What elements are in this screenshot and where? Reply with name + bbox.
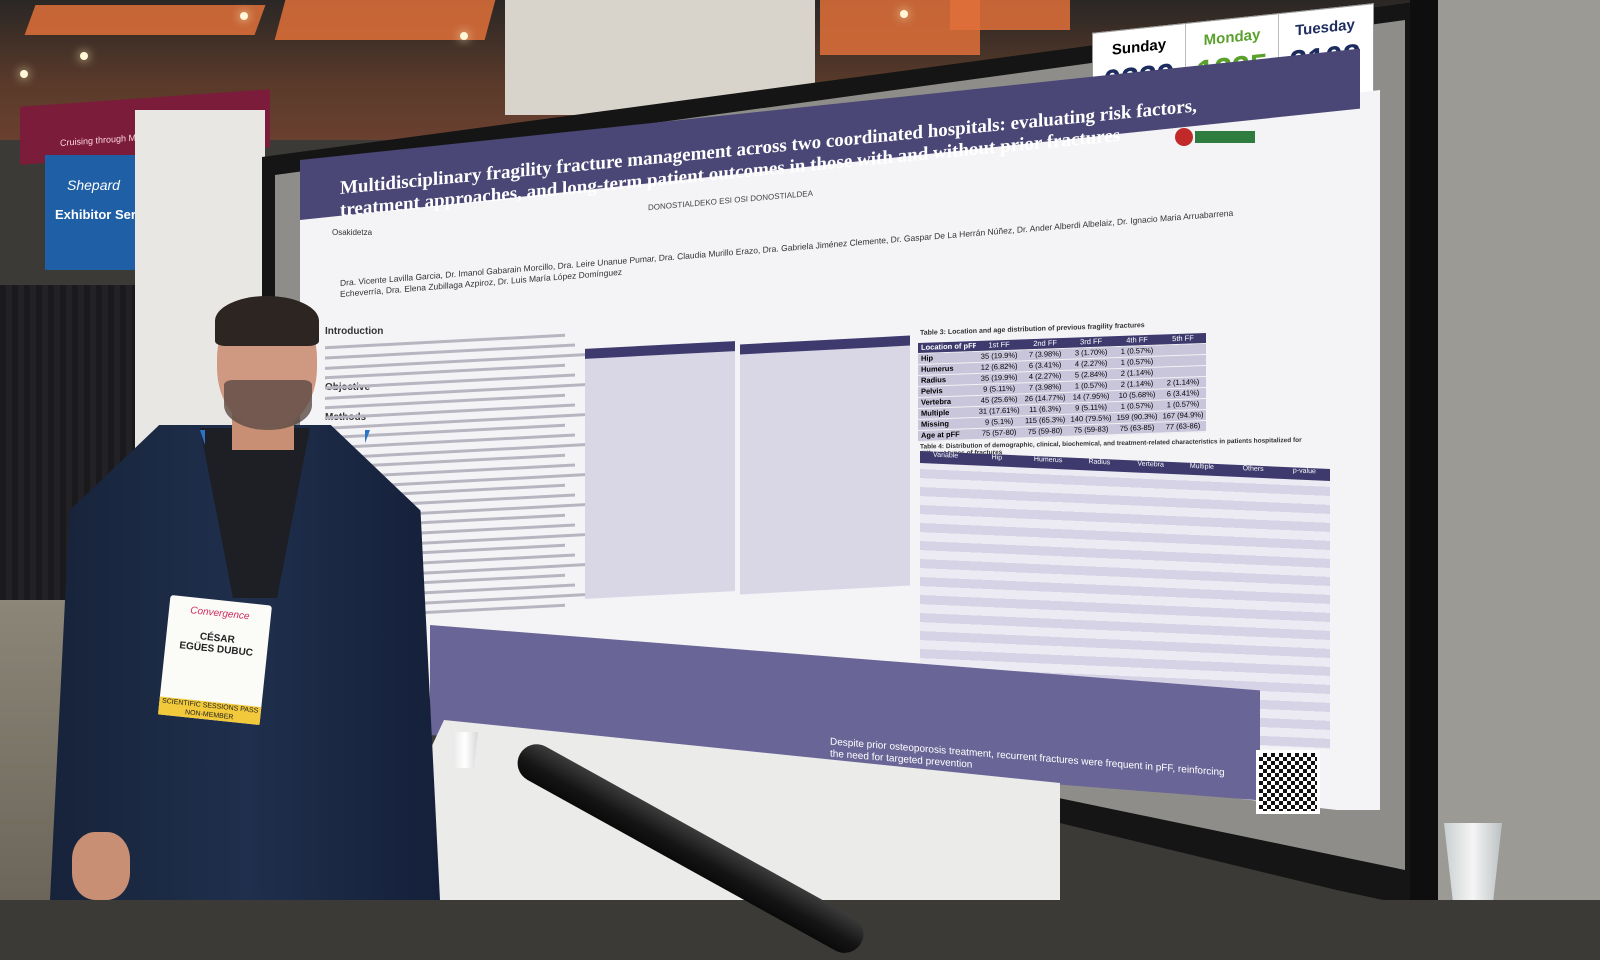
section-introduction: Introduction <box>325 326 384 337</box>
ceiling-light <box>20 70 28 78</box>
ceiling-light <box>240 12 248 20</box>
grey-partition-wall <box>1430 0 1600 900</box>
person-beard <box>224 380 312 430</box>
table-cell: 35 (19.9%) <box>980 372 1018 383</box>
table-cell <box>1160 355 1206 367</box>
badge-logo: Convergence <box>189 605 251 623</box>
table-cell: 75 (59-83) <box>1073 424 1109 435</box>
ceiling-panel <box>950 0 1070 30</box>
table-cell: 4 (2.27%) <box>1028 371 1062 382</box>
paper-cup <box>452 732 478 768</box>
table-cell: 159 (90.3%) <box>1116 411 1158 423</box>
table-cell: 1 (0.57%) <box>1166 399 1200 410</box>
basque-government-logo <box>1175 128 1265 156</box>
table-cell: 35 (19.9%) <box>980 350 1018 361</box>
table-cell: 26 (14.77%) <box>1024 392 1066 404</box>
table-cell: 1 (0.57%) <box>1120 400 1154 411</box>
qr-code <box>1256 750 1320 814</box>
table-cell: 14 (7.95%) <box>1072 391 1110 402</box>
table-header-cell: 4th FF <box>1126 335 1148 345</box>
table-cell: 9 (5.11%) <box>1075 402 1108 413</box>
table-cell: 7 (3.98%) <box>1028 349 1062 360</box>
table2-block <box>740 335 910 595</box>
osakidetza-logo: Osakidetza <box>332 228 373 237</box>
table-cell: Age at pFF <box>921 429 960 440</box>
table-cell: 11 (6.3%) <box>1029 404 1062 415</box>
person-hair <box>215 296 319 346</box>
ceiling-light <box>80 52 88 60</box>
table-cell: 140 (79.5%) <box>1070 413 1112 424</box>
table-cell: 1 (0.57%) <box>1120 356 1154 367</box>
table-cell: 2 (1.14%) <box>1120 367 1154 378</box>
table-cell: Multiple <box>921 407 950 418</box>
table-cell: 75 (63-85) <box>1119 422 1155 433</box>
table-cell: 5 (2.84%) <box>1074 369 1108 380</box>
table-header-cell: Variable <box>933 451 959 460</box>
table-cell: 115 (65.3%) <box>1024 414 1066 426</box>
table-header-cell: 5th FF <box>1172 333 1194 344</box>
table-cell <box>1160 344 1206 356</box>
table-cell: 45 (25.6%) <box>980 394 1018 405</box>
table-header-cell: Humerus <box>1033 456 1063 465</box>
table-cell: 6 (3.41%) <box>1028 360 1062 371</box>
table-cell: 9 (5.11%) <box>983 383 1016 394</box>
table-cell: Humerus <box>921 363 954 374</box>
table-cell: 1 (0.57%) <box>1074 380 1108 391</box>
plastic-cup <box>1444 823 1502 900</box>
board-post <box>1410 0 1438 900</box>
table-header-cell: 2nd FF <box>1033 338 1057 349</box>
table-header-cell: Multiple <box>1189 462 1214 471</box>
table-cell: 31 (17.61%) <box>978 405 1020 416</box>
ceiling-panel <box>24 5 266 35</box>
person-hand <box>72 832 130 900</box>
exhibitor-brand: Shepard <box>67 177 120 193</box>
table3-body: Hip 35 (19.9%) 7 (3.98%) 3 (1.70%) 1 (0.57%)… <box>918 343 1206 443</box>
table-cell: 1 (0.57%) <box>1120 345 1154 356</box>
table1-block <box>585 341 735 599</box>
exhibitor-service-sign: Shepard Exhibitor Service C <box>45 155 145 270</box>
table-cell: 75 (59-80) <box>1027 425 1063 437</box>
table-cell: 75 (57-80) <box>981 427 1017 438</box>
table-cell: 2 (1.14%) <box>1120 378 1154 389</box>
exhibitor-label: Exhibitor Service C <box>55 207 145 222</box>
table-cell: Vertebra <box>921 396 952 407</box>
table-cell: 4 (2.27%) <box>1074 358 1108 369</box>
table-cell: 12 (6.82%) <box>980 361 1018 372</box>
table-cell: Radius <box>921 375 947 385</box>
table-header-cell: Vertebra <box>1137 460 1164 469</box>
table-header-cell: Others <box>1242 465 1264 474</box>
table-cell: Pelvis <box>921 386 943 396</box>
table-cell <box>1160 366 1206 378</box>
table-cell: 6 (3.41%) <box>1166 388 1200 399</box>
table-cell: Missing <box>921 418 949 429</box>
table-cell: 7 (3.98%) <box>1028 382 1062 393</box>
ceiling-light <box>900 10 908 18</box>
table-header-cell: Location of pFF <box>921 340 977 352</box>
table-cell: 167 (94.9%) <box>1162 410 1204 421</box>
table-header-cell: Hip <box>991 454 1003 462</box>
name-badge: Convergence CÉSAR EGÜES DUBUC SCIENTIFIC… <box>158 594 272 726</box>
table-cell: 9 (5.1%) <box>984 416 1014 427</box>
table-header-cell: Radius <box>1088 458 1111 467</box>
table-header-cell: p-value <box>1292 467 1316 476</box>
table-cell: 10 (5.68%) <box>1118 389 1156 401</box>
table-cell: 77 (63-86) <box>1165 421 1201 432</box>
table-cell: Hip <box>921 353 934 363</box>
badge-name: CÉSAR EGÜES DUBUC <box>178 631 254 659</box>
table-cell: 2 (1.14%) <box>1166 377 1200 388</box>
table-header-cell: 1st FF <box>988 339 1010 350</box>
table3: Location of pFF 1st FF 2nd FF 3rd FF 4th… <box>918 332 1206 443</box>
ceiling-light <box>460 32 468 40</box>
table-cell: 3 (1.70%) <box>1074 347 1108 358</box>
table-header-cell: 3rd FF <box>1080 336 1103 347</box>
